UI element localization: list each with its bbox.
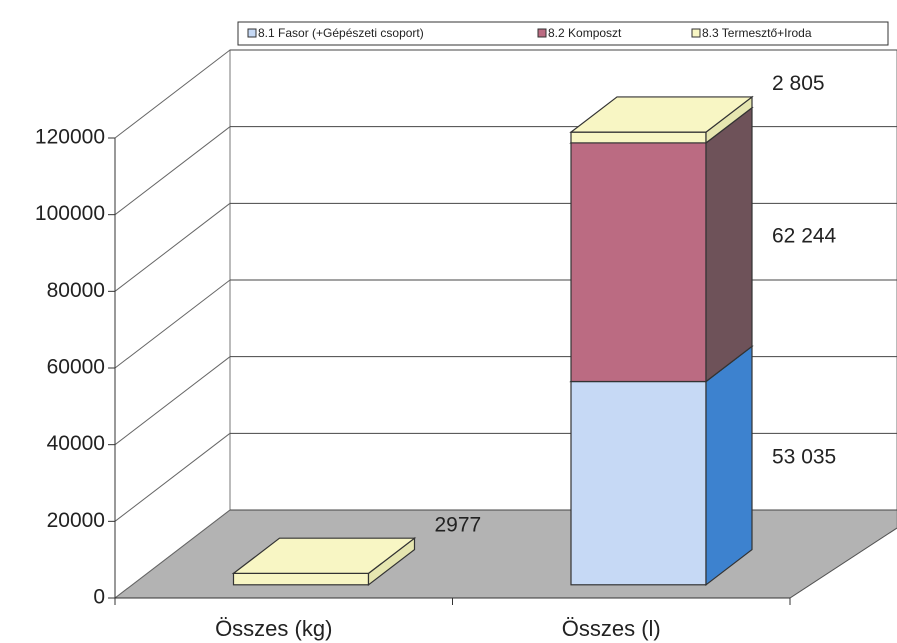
value-label: 2 805 <box>772 72 825 95</box>
legend-label: 8.3 Termesztő+Iroda <box>702 26 812 40</box>
side-grid-line <box>114 126 231 216</box>
legend-swatch <box>691 28 701 38</box>
side-grid-line <box>114 432 231 522</box>
y-tick-label: 100000 <box>35 202 105 225</box>
bar-top <box>569 96 754 133</box>
x-tick-label: Összes (kg) <box>215 616 332 641</box>
legend-label: 8.1 Fasor (+Gépészeti csoport) <box>258 26 424 40</box>
bar <box>232 572 370 586</box>
bar <box>570 380 707 586</box>
legend-swatch <box>537 28 547 38</box>
y-tick-label: 60000 <box>47 356 105 379</box>
y-tick-label: 80000 <box>47 279 105 302</box>
bar-side <box>705 106 753 383</box>
side-grid-line <box>114 202 231 292</box>
value-label: 62 244 <box>772 225 837 248</box>
bar <box>570 131 707 144</box>
y-tick-label: 0 <box>93 586 105 609</box>
x-tick-label: Összes (l) <box>562 616 661 641</box>
floor <box>113 509 897 599</box>
side-grid-line <box>114 356 231 446</box>
side-grid-line <box>114 279 231 369</box>
legend-swatch <box>247 28 257 38</box>
legend-box <box>237 21 889 46</box>
bar-side <box>705 345 753 587</box>
y-tick-label: 20000 <box>47 509 105 532</box>
side-grid-line <box>114 509 231 599</box>
floor-edge <box>789 527 897 599</box>
value-label: 2977 <box>435 513 482 536</box>
bar <box>570 142 707 383</box>
y-tick-label: 120000 <box>35 126 105 149</box>
y-tick-label: 40000 <box>47 432 105 455</box>
legend: 8.1 Fasor (+Gépészeti csoport) 8.2 Kompos… <box>237 21 889 46</box>
value-label: 53 035 <box>772 445 836 468</box>
side-grid-line <box>114 49 231 139</box>
bar-top <box>231 537 417 574</box>
legend-label: 8.2 Komposzt <box>548 26 622 40</box>
